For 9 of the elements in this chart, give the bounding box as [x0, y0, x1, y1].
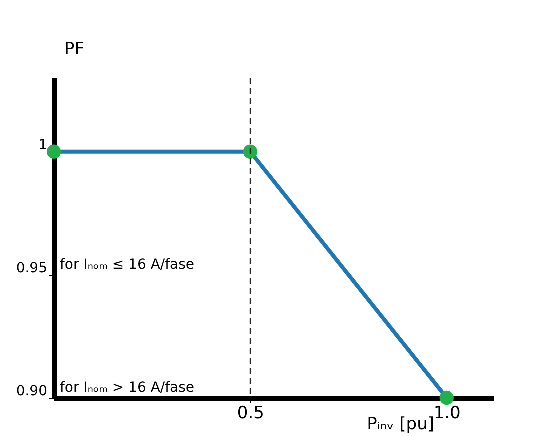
annotation: for Iₙₒₘ > 16 A/fase	[60, 380, 195, 396]
annotation: for Iₙₒₘ ≤ 16 A/fase	[60, 256, 195, 273]
y-tick-label: 0.90	[16, 384, 48, 400]
y-tick-label: 0.95	[16, 260, 48, 276]
y-axis-title: PF	[64, 40, 85, 60]
x-tick-label: 0.5	[237, 404, 264, 424]
x-axis-title: Pᵢₙᵥ [pu]	[367, 414, 434, 434]
y-tick-label: 1	[38, 137, 48, 154]
x-tick-label: 1.0	[434, 404, 461, 424]
